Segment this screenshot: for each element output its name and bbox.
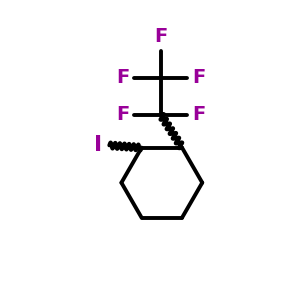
Text: F: F [192,68,205,87]
Text: F: F [154,27,167,46]
Text: F: F [116,68,130,87]
Text: F: F [116,105,130,124]
Text: I: I [94,135,102,155]
Text: F: F [192,105,205,124]
